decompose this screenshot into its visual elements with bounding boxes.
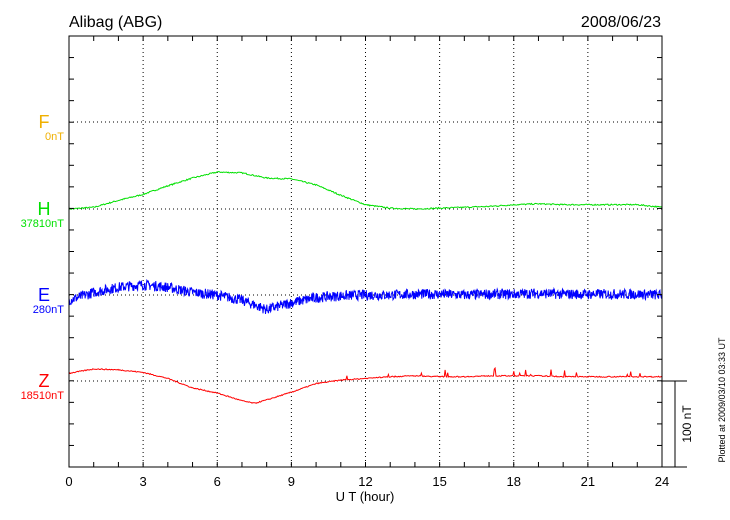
x-tick-label: 24 xyxy=(655,474,669,489)
x-tick-label: 21 xyxy=(581,474,595,489)
series-baseline-E: 280nT xyxy=(33,304,64,316)
x-tick-label: 18 xyxy=(507,474,521,489)
series-name-H: H xyxy=(38,199,51,219)
series-baseline-F: 0nT xyxy=(45,131,64,143)
series-line-H xyxy=(68,170,663,211)
series-line-E xyxy=(68,278,663,314)
chart-title: Alibag (ABG) xyxy=(69,14,162,31)
x-axis-label: U T (hour) xyxy=(336,489,395,504)
x-tick-label: 12 xyxy=(358,474,372,489)
plotted-footer: Plotted at 2009/03/10 03:33 UT xyxy=(717,337,727,463)
x-tick-label: 3 xyxy=(140,474,147,489)
x-tick-label: 0 xyxy=(65,474,72,489)
chart-date: 2008/06/23 xyxy=(581,14,661,31)
ticks: 0 3 6 9 12 15 18 21 24 xyxy=(65,35,669,489)
series-name-Z: Z xyxy=(39,371,50,391)
x-tick-label: 15 xyxy=(432,474,446,489)
series-name-F: F xyxy=(39,112,50,132)
x-tick-label: 9 xyxy=(288,474,295,489)
grid xyxy=(69,36,662,467)
series-group xyxy=(68,170,663,404)
series-line-Z xyxy=(68,366,663,404)
series-baseline-Z: 18510nT xyxy=(21,390,65,402)
x-tick-label: 6 xyxy=(214,474,221,489)
series-name-E: E xyxy=(38,285,50,305)
scale-bar-label: 100 nT xyxy=(680,405,694,443)
scale-bar: 100 nT xyxy=(662,380,694,468)
series-baseline-H: 37810nT xyxy=(21,218,65,230)
